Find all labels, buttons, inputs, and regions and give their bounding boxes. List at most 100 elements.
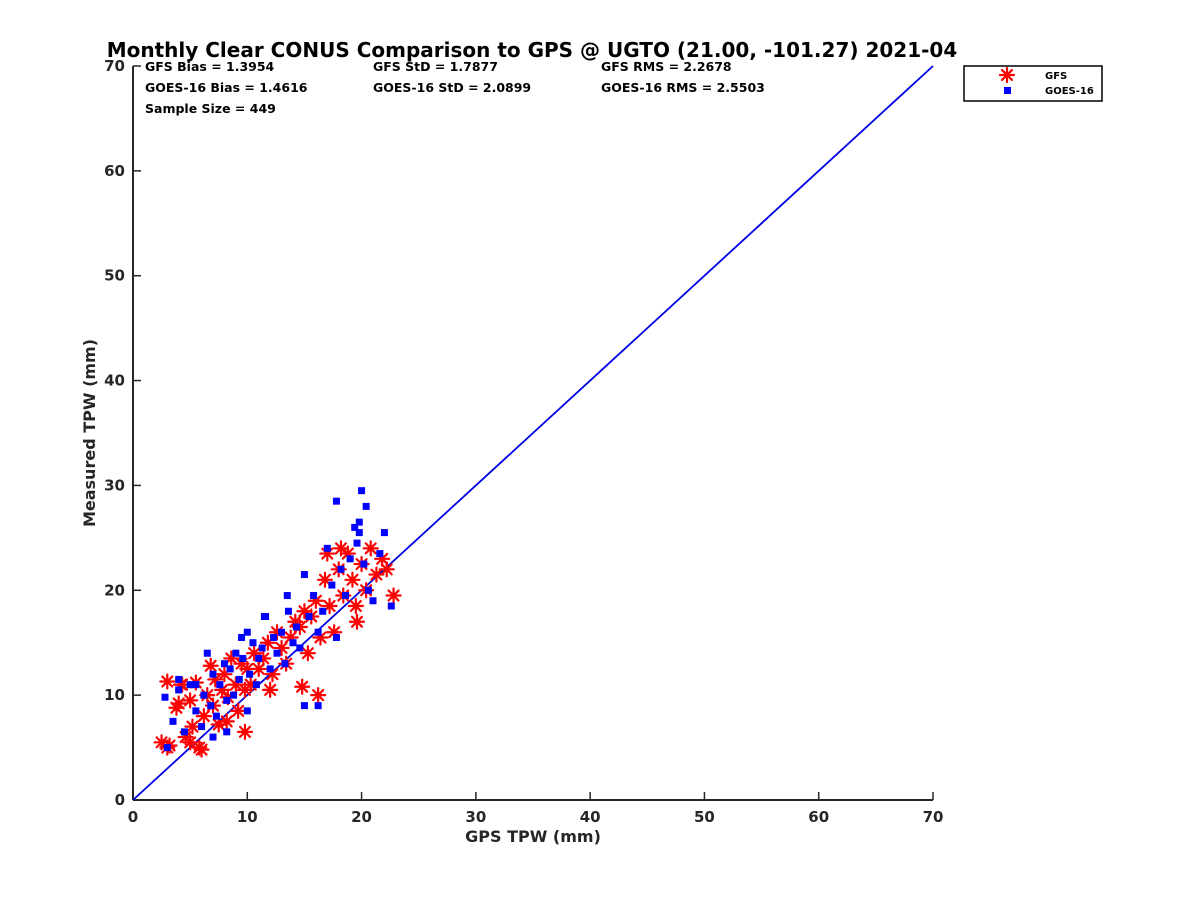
goes16-point [175,675,183,683]
y-tick-label: 20 [104,581,125,599]
legend: GFS GOES-16 [963,65,1103,102]
goes16-point [266,665,274,673]
goes16-point [200,691,208,699]
goes16-point [175,686,183,694]
goes16-point [260,613,268,620]
goes16-point [376,550,384,558]
gfs-point [378,561,395,578]
goes16-point [209,733,217,741]
goes16-point [243,707,251,715]
gfs-point [170,695,187,712]
goes16-point [278,628,286,636]
one-to-one-line [132,65,934,801]
stats-block: GFS Bias = 1.3954 GFS StD = 1.7877 GFS R… [145,59,765,116]
goes16-point [337,565,345,573]
goes16-point [252,681,260,689]
goes16-point [220,660,228,668]
goes16-point [226,665,234,673]
goes16-point [310,592,318,600]
y-axis-label: Measured TPW (mm) [80,339,99,527]
goes16-point [246,670,254,678]
legend-gfs-asterisk-icon [998,66,1016,84]
gfs-point [182,692,199,709]
y-tick-label: 60 [104,162,125,180]
goes16-point [332,633,340,641]
goes16-point [351,523,359,531]
goes16-point [300,571,308,579]
goes16-point [169,717,177,725]
gfs-point [262,681,279,699]
goes16-point [323,544,331,552]
legend-gfs-asterisk [998,66,1016,84]
x-axis-label: GPS TPW (mm) [465,827,601,846]
goes16-point [284,607,292,615]
gfs-point [348,613,366,630]
gfs-point [344,571,361,588]
goes16-point [203,649,211,657]
goes16-point [360,560,368,568]
goes16-point [273,649,281,657]
goes16-point [230,691,238,699]
goes16-point [362,502,370,510]
goes16-point [198,723,206,731]
plot-area: 0 10 20 30 40 50 60 70 0 10 20 30 40 50 60 70 [104,57,943,826]
goes16-point [186,681,194,689]
goes16-point [380,529,388,537]
gfs-point [321,597,338,615]
stat-goes-bias: GOES-16 Bias = 1.4616 [145,80,308,95]
chart-title: Monthly Clear CONUS Comparison to GPS @ … [107,38,958,62]
y-tick-label: 10 [104,686,125,704]
y-axis-ticks: 0 10 20 30 40 50 60 70 [104,57,141,809]
x-tick-label: 40 [580,808,601,826]
gfs-point [385,587,402,604]
goes16-point [292,623,300,631]
goes16-point [239,654,247,662]
gfs-point [332,540,350,557]
y-tick-label: 40 [104,372,125,390]
stat-gfs-std: GFS StD = 1.7877 [373,59,498,74]
stat-goes-rms: GOES-16 RMS = 2.5503 [601,80,765,95]
y-tick-label: 0 [115,791,125,809]
gfs-point [159,673,176,690]
gfs-point [310,687,327,704]
goes16-point [314,628,322,636]
x-tick-label: 0 [128,808,138,826]
goes16-point [223,696,231,704]
x-tick-label: 60 [808,808,829,826]
legend-box [963,65,1103,102]
goes16-point [289,639,297,647]
x-axis-ticks: 0 10 20 30 40 50 60 70 [128,792,943,826]
goes16-point [212,712,220,720]
goes16-point [364,586,372,594]
stat-gfs-rms: GFS RMS = 2.2678 [601,59,732,74]
goes16-point [369,597,377,605]
goes16-point [258,644,266,652]
goes16-point [355,529,363,537]
goes16-point [180,728,188,736]
goes16-point [243,628,251,636]
legend-gfs-label: GFS [1045,71,1067,82]
x-tick-label: 50 [694,808,715,826]
goes16-point [163,744,171,752]
stat-goes-std: GOES-16 StD = 2.0899 [373,80,531,95]
y-tick-label: 30 [104,476,125,494]
goes16-point [353,539,361,547]
goes16-point [283,592,291,600]
gfs-point [230,702,247,719]
y-tick-label: 70 [104,57,125,75]
gfs-point [236,723,254,740]
goes16-point [238,633,246,641]
goes16-point [207,702,215,710]
goes16-point [281,660,289,668]
goes16-point [342,592,350,600]
goes16-point [346,555,354,563]
x-tick-label: 30 [465,808,486,826]
goes16-point [232,649,240,657]
gfs-point [218,713,235,730]
series-goes16 [161,487,395,752]
goes16-point [314,702,322,710]
gfs-point [193,741,210,758]
gfs-point [184,718,201,735]
goes16-point [161,693,169,701]
